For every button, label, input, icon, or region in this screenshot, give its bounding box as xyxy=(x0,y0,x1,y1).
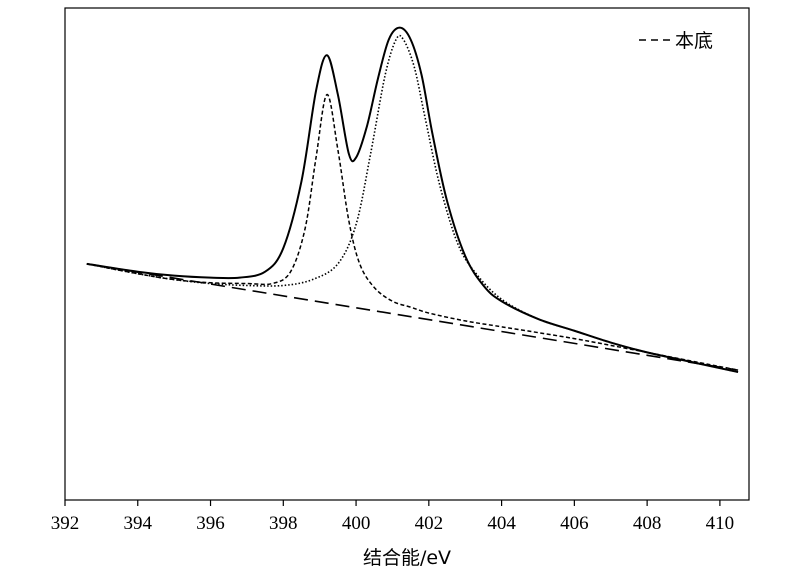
x-axis-ticks: 392 394 396 398 400 402 404 406 408 410 xyxy=(51,500,734,534)
plot-lines xyxy=(86,26,739,374)
x-tick-label-396: 396 xyxy=(196,513,225,534)
legend: 本底 xyxy=(639,30,713,52)
x-tick-label-400: 400 xyxy=(342,513,371,534)
x-tick-label-398: 398 xyxy=(269,513,298,534)
x-tick-label-392: 392 xyxy=(51,513,80,534)
x-tick-label-404: 404 xyxy=(487,513,516,534)
legend-label-background: 本底 xyxy=(675,30,713,52)
x-tick-label-410: 410 xyxy=(706,513,735,534)
x-tick-label-394: 394 xyxy=(124,513,153,534)
series-line-solid xyxy=(86,26,739,374)
plot-frame xyxy=(64,7,750,501)
series-line-long-dashed xyxy=(86,263,739,371)
x-tick-label-402: 402 xyxy=(415,513,444,534)
x-axis-title: 结合能/eV xyxy=(363,547,451,569)
series-line-short-dashed xyxy=(86,93,739,371)
x-tick-label-406: 406 xyxy=(560,513,589,534)
series-line-dotted xyxy=(86,34,739,373)
x-tick-label-408: 408 xyxy=(633,513,662,534)
